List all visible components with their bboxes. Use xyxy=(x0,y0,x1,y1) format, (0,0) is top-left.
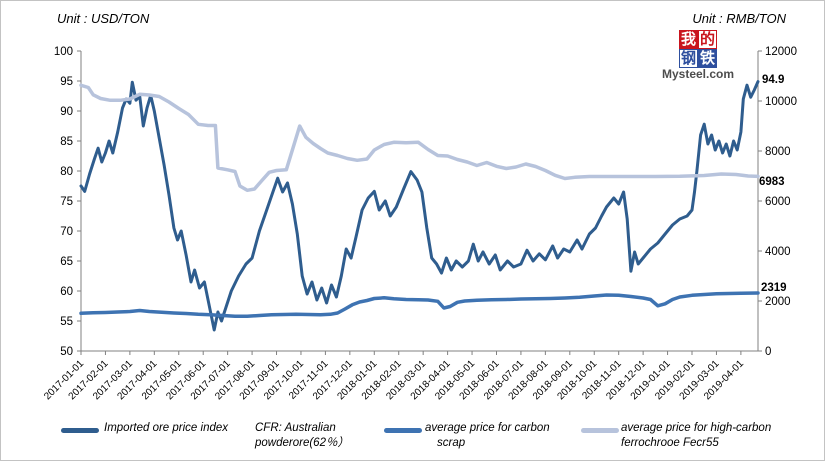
data-label-6983: 6983 xyxy=(759,176,785,188)
right-axis-tick-label: 10000 xyxy=(765,96,797,108)
mysteel-domain-text: Mysteel.com xyxy=(661,67,735,81)
left-axis-tick-label: 85 xyxy=(60,136,73,148)
legend-label-imported-ore: Imported ore price index xyxy=(104,422,229,434)
series-line-0 xyxy=(79,80,760,332)
legend-label-carbon-scrap: average price for carbon scrap xyxy=(425,422,550,449)
chart-legend: Imported ore price index CFR: Australian… xyxy=(1,420,824,460)
series-line-1 xyxy=(79,291,760,319)
data-label-94.9: 94.9 xyxy=(762,74,784,86)
right-axis-tick-label: 12000 xyxy=(765,46,797,58)
mysteel-logo: 我 的 钢 铁 Mysteel.com xyxy=(660,30,736,81)
logo-char-gang: 钢 xyxy=(679,49,698,68)
left-axis-tick-label: 50 xyxy=(60,346,73,358)
data-label-2319: 2319 xyxy=(761,282,787,294)
legend-label-ferrochrome: average price for high-carbon ferrochroo… xyxy=(621,422,772,449)
right-axis-tick-label: 2000 xyxy=(765,296,791,308)
left-axis-tick-label: 100 xyxy=(54,46,73,58)
legend-swatch-imported-ore xyxy=(61,428,99,433)
logo-char-de: 的 xyxy=(698,30,717,49)
right-axis-tick-label: 0 xyxy=(765,346,771,358)
right-axis-unit-label: Unit : RMB/TON xyxy=(692,11,786,26)
legend-label-cfr-australian: CFR: Australian powderore(62％） xyxy=(255,422,349,449)
left-axis-tick-label: 80 xyxy=(60,166,73,178)
legend-swatch-ferrochrome xyxy=(581,428,619,433)
left-axis-tick-label: 55 xyxy=(60,316,73,328)
left-axis-tick-label: 65 xyxy=(60,256,73,268)
series-line-2 xyxy=(79,83,760,193)
right-axis-tick-label: 8000 xyxy=(765,146,791,158)
left-axis-tick-label: 60 xyxy=(60,286,73,298)
left-axis-unit-label: Unit : USD/TON xyxy=(57,11,150,26)
right-axis-tick-label: 4000 xyxy=(765,246,791,258)
left-axis-tick-label: 70 xyxy=(60,226,73,238)
left-axis-tick-label: 95 xyxy=(60,76,73,88)
logo-char-wo: 我 xyxy=(679,30,698,49)
left-axis-tick-label: 75 xyxy=(60,196,73,208)
legend-swatch-carbon-scrap xyxy=(384,428,422,433)
left-axis-tick-label: 90 xyxy=(60,106,73,118)
mysteel-logo-icon: 我 的 钢 铁 xyxy=(679,30,717,68)
logo-char-tie: 铁 xyxy=(698,49,717,68)
right-axis-tick-label: 6000 xyxy=(765,196,791,208)
